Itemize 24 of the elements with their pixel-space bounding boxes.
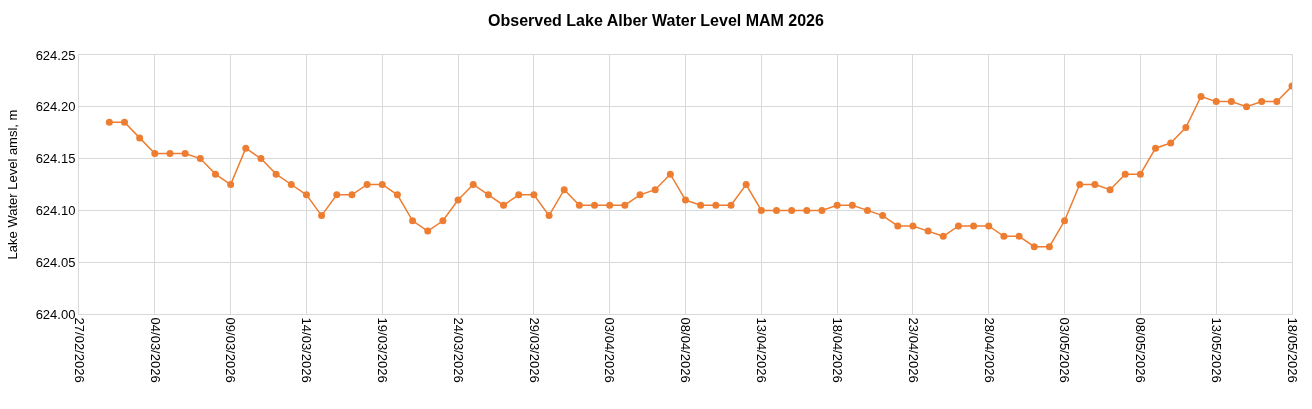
y-tick-label: 624.15 — [35, 151, 76, 167]
x-tick-label: 08/05/2026 — [1133, 317, 1149, 383]
x-tick-label: 24/03/2026 — [450, 317, 466, 383]
x-tick-label: 28/04/2026 — [981, 317, 997, 383]
x-tick-label: 18/04/2026 — [829, 317, 845, 383]
y-tick-label: 624.10 — [35, 202, 76, 218]
chart-title: Observed Lake Alber Water Level MAM 2026 — [488, 11, 825, 29]
x-tick-label: 29/03/2026 — [526, 317, 542, 383]
x-tick-label: 03/04/2026 — [602, 317, 618, 383]
x-tick-label: 08/04/2026 — [678, 317, 694, 383]
x-tick-label: 23/04/2026 — [905, 317, 921, 383]
x-tick-label: 09/03/2026 — [223, 317, 239, 383]
y-tick-label: 624.25 — [35, 47, 76, 63]
x-tick-label: 13/05/2026 — [1208, 317, 1224, 383]
x-tick-label: 14/03/2026 — [299, 317, 315, 383]
x-tick-label: 13/04/2026 — [754, 317, 770, 383]
x-tick-label: 04/03/2026 — [147, 317, 163, 383]
x-tick-label: 03/05/2026 — [1057, 317, 1073, 383]
x-tick-label: 18/05/2026 — [1284, 317, 1300, 383]
y-axis-title: Lake Water Level amsl, m — [4, 109, 20, 260]
y-tick-label: 624.20 — [35, 99, 76, 115]
y-tick-label: 624.00 — [35, 306, 76, 322]
x-tick-label: 19/03/2026 — [375, 317, 391, 383]
y-tick-label: 624.05 — [35, 254, 76, 270]
